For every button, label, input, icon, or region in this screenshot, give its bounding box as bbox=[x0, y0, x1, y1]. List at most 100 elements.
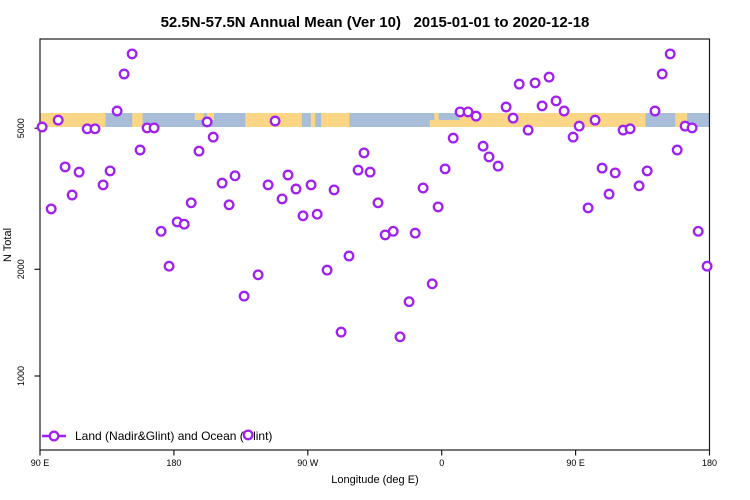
chart-title: 52.5N-57.5N Annual Mean (Ver 10) 2015-01… bbox=[161, 14, 590, 31]
axes: 90 E 180 90 W 0 90 E 180 1000 2000 5000 bbox=[16, 38, 717, 468]
data-point bbox=[321, 264, 333, 276]
y-tick-label: 1000 bbox=[16, 366, 26, 386]
data-point bbox=[403, 296, 415, 308]
data-point bbox=[596, 162, 608, 174]
data-point bbox=[550, 95, 562, 107]
x-tick-label: 180 bbox=[166, 458, 181, 468]
x-tick-label: 0 bbox=[439, 458, 444, 468]
data-point bbox=[358, 147, 370, 159]
y-axis-label: N Total bbox=[2, 228, 14, 262]
data-point bbox=[352, 164, 364, 176]
data-point bbox=[522, 124, 534, 136]
x-tick-label: 90 E bbox=[31, 458, 50, 468]
data-point bbox=[656, 68, 668, 80]
y-tick-label: 5000 bbox=[16, 118, 26, 138]
data-point bbox=[297, 210, 309, 222]
data-point bbox=[447, 132, 459, 144]
data-point bbox=[394, 331, 406, 343]
data-point bbox=[178, 218, 190, 230]
data-point bbox=[500, 101, 512, 113]
land-band-segment bbox=[321, 113, 350, 120]
land-band-segment bbox=[310, 113, 316, 120]
data-point bbox=[603, 188, 615, 200]
data-point bbox=[282, 169, 294, 181]
data-point bbox=[426, 278, 438, 290]
data-point bbox=[432, 201, 444, 213]
data-point bbox=[207, 131, 219, 143]
data-point bbox=[558, 105, 570, 117]
data-point bbox=[609, 167, 621, 179]
data-point bbox=[216, 177, 228, 189]
data-point bbox=[242, 429, 254, 441]
data-point bbox=[649, 105, 661, 117]
data-point bbox=[185, 197, 197, 209]
data-point bbox=[692, 225, 704, 237]
data-point bbox=[582, 202, 594, 214]
data-point bbox=[118, 68, 130, 80]
data-point bbox=[311, 208, 323, 220]
data-point bbox=[492, 160, 504, 172]
data-point bbox=[223, 199, 235, 211]
data-point bbox=[201, 116, 213, 128]
data-point bbox=[529, 77, 541, 89]
data-points bbox=[36, 48, 713, 441]
plot-frame bbox=[39, 38, 711, 451]
data-point bbox=[66, 189, 78, 201]
data-point bbox=[633, 180, 645, 192]
data-point bbox=[229, 170, 241, 182]
data-point bbox=[364, 166, 376, 178]
data-point bbox=[59, 161, 71, 173]
land-band-segment bbox=[310, 120, 316, 127]
data-point bbox=[417, 182, 429, 194]
data-point bbox=[262, 179, 274, 191]
land-band-segment bbox=[321, 120, 350, 127]
land-band-segment bbox=[429, 120, 646, 127]
data-point bbox=[543, 71, 555, 83]
data-point bbox=[641, 165, 653, 177]
data-point bbox=[513, 78, 525, 90]
data-point bbox=[589, 114, 601, 126]
data-point bbox=[52, 114, 64, 126]
data-point bbox=[193, 145, 205, 157]
land-band-segment bbox=[434, 113, 439, 120]
data-point bbox=[343, 250, 355, 262]
x-tick-label: 90 E bbox=[566, 458, 585, 468]
data-point bbox=[409, 227, 421, 239]
land-band-segment bbox=[132, 120, 143, 127]
data-point bbox=[439, 163, 451, 175]
data-point bbox=[163, 260, 175, 272]
data-point bbox=[290, 183, 302, 195]
data-point bbox=[238, 290, 250, 302]
data-point bbox=[573, 120, 585, 132]
data-point bbox=[276, 193, 288, 205]
data-point bbox=[372, 197, 384, 209]
data-point bbox=[671, 144, 683, 156]
data-point bbox=[111, 105, 123, 117]
data-point bbox=[507, 112, 519, 124]
data-point bbox=[328, 184, 340, 196]
data-point bbox=[477, 140, 489, 152]
land-ocean-band bbox=[40, 113, 710, 127]
data-point bbox=[462, 106, 474, 118]
data-point bbox=[104, 165, 116, 177]
land-band-segment bbox=[132, 113, 143, 120]
data-point bbox=[73, 166, 85, 178]
data-point bbox=[97, 179, 109, 191]
legend: Land (Nadir&Glint) and Ocean (Glint) bbox=[42, 429, 272, 443]
data-point bbox=[269, 115, 281, 127]
legend-marker-circle-icon bbox=[48, 430, 60, 442]
data-point bbox=[45, 203, 57, 215]
data-point bbox=[134, 144, 146, 156]
data-point bbox=[624, 123, 636, 135]
data-point bbox=[126, 48, 138, 60]
data-point bbox=[686, 122, 698, 134]
data-point bbox=[305, 179, 317, 191]
data-point bbox=[567, 131, 579, 143]
land-band-segment bbox=[194, 113, 204, 120]
x-tick-label: 180 bbox=[702, 458, 717, 468]
data-point bbox=[664, 48, 676, 60]
land-band-segment bbox=[459, 113, 646, 120]
x-axis-label: Longitude (deg E) bbox=[331, 474, 418, 486]
